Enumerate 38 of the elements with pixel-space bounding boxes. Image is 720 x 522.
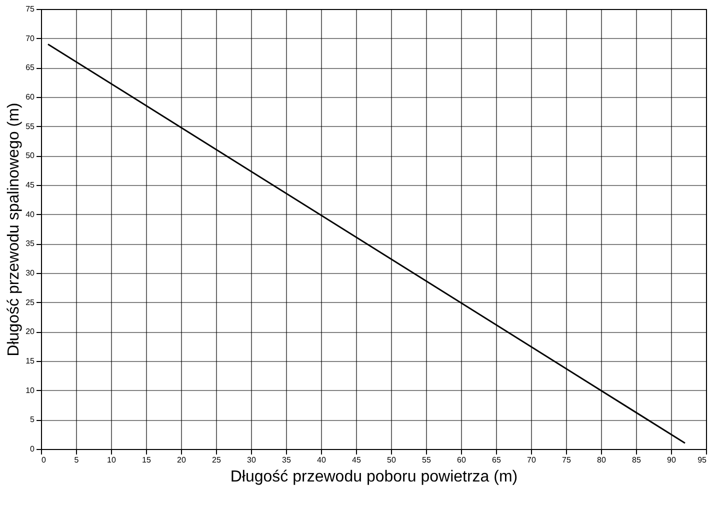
y-tick-label: 5 xyxy=(30,415,36,424)
y-tick-label: 10 xyxy=(26,386,36,395)
x-tick-label: 15 xyxy=(142,456,152,464)
x-tick-label: 5 xyxy=(74,456,80,464)
y-tick-label: 55 xyxy=(26,122,36,131)
x-tick-label: 75 xyxy=(562,456,572,464)
y-tick-label: 15 xyxy=(26,356,36,366)
x-tick-label: 50 xyxy=(387,456,396,464)
x-tick-label: 80 xyxy=(597,456,606,464)
y-tick-label: 25 xyxy=(26,298,36,307)
y-tick-label: 30 xyxy=(26,268,36,278)
y-tick-label: 35 xyxy=(26,239,36,248)
x-tick-label: 85 xyxy=(632,456,642,464)
x-tick-label: 25 xyxy=(212,456,222,464)
y-tick-label: 0 xyxy=(30,444,36,454)
x-tick-label: 20 xyxy=(177,456,186,464)
y-tick-label: 20 xyxy=(26,327,36,336)
y-tick-label: 75 xyxy=(26,4,36,14)
x-axis-title: Długość przewodu poboru powietrza (m) xyxy=(230,468,518,486)
y-tick-label: 70 xyxy=(26,34,36,43)
x-tick-label: 0 xyxy=(42,456,46,464)
x-tick-label: 35 xyxy=(282,456,292,464)
x-tick-label: 55 xyxy=(422,456,432,464)
y-tick-label: 60 xyxy=(26,92,36,102)
y-axis-title: Długość przewodu spalinowego (m) xyxy=(6,102,23,356)
y-tick-label: 65 xyxy=(26,63,36,72)
y-tick-label: 50 xyxy=(26,151,36,160)
x-tick-label: 70 xyxy=(527,456,536,464)
y-tick-label: 40 xyxy=(26,210,36,219)
x-tick-label: 90 xyxy=(667,456,676,464)
x-tick-label: 45 xyxy=(352,456,362,464)
x-tick-label: 10 xyxy=(107,456,116,464)
x-tick-label: 65 xyxy=(492,456,502,464)
y-tick-label: 45 xyxy=(26,180,36,190)
x-tick-label: 60 xyxy=(457,456,466,464)
x-tick-label: 95 xyxy=(698,456,708,464)
x-tick-label: 40 xyxy=(317,456,326,464)
x-tick-label: 30 xyxy=(247,456,256,464)
